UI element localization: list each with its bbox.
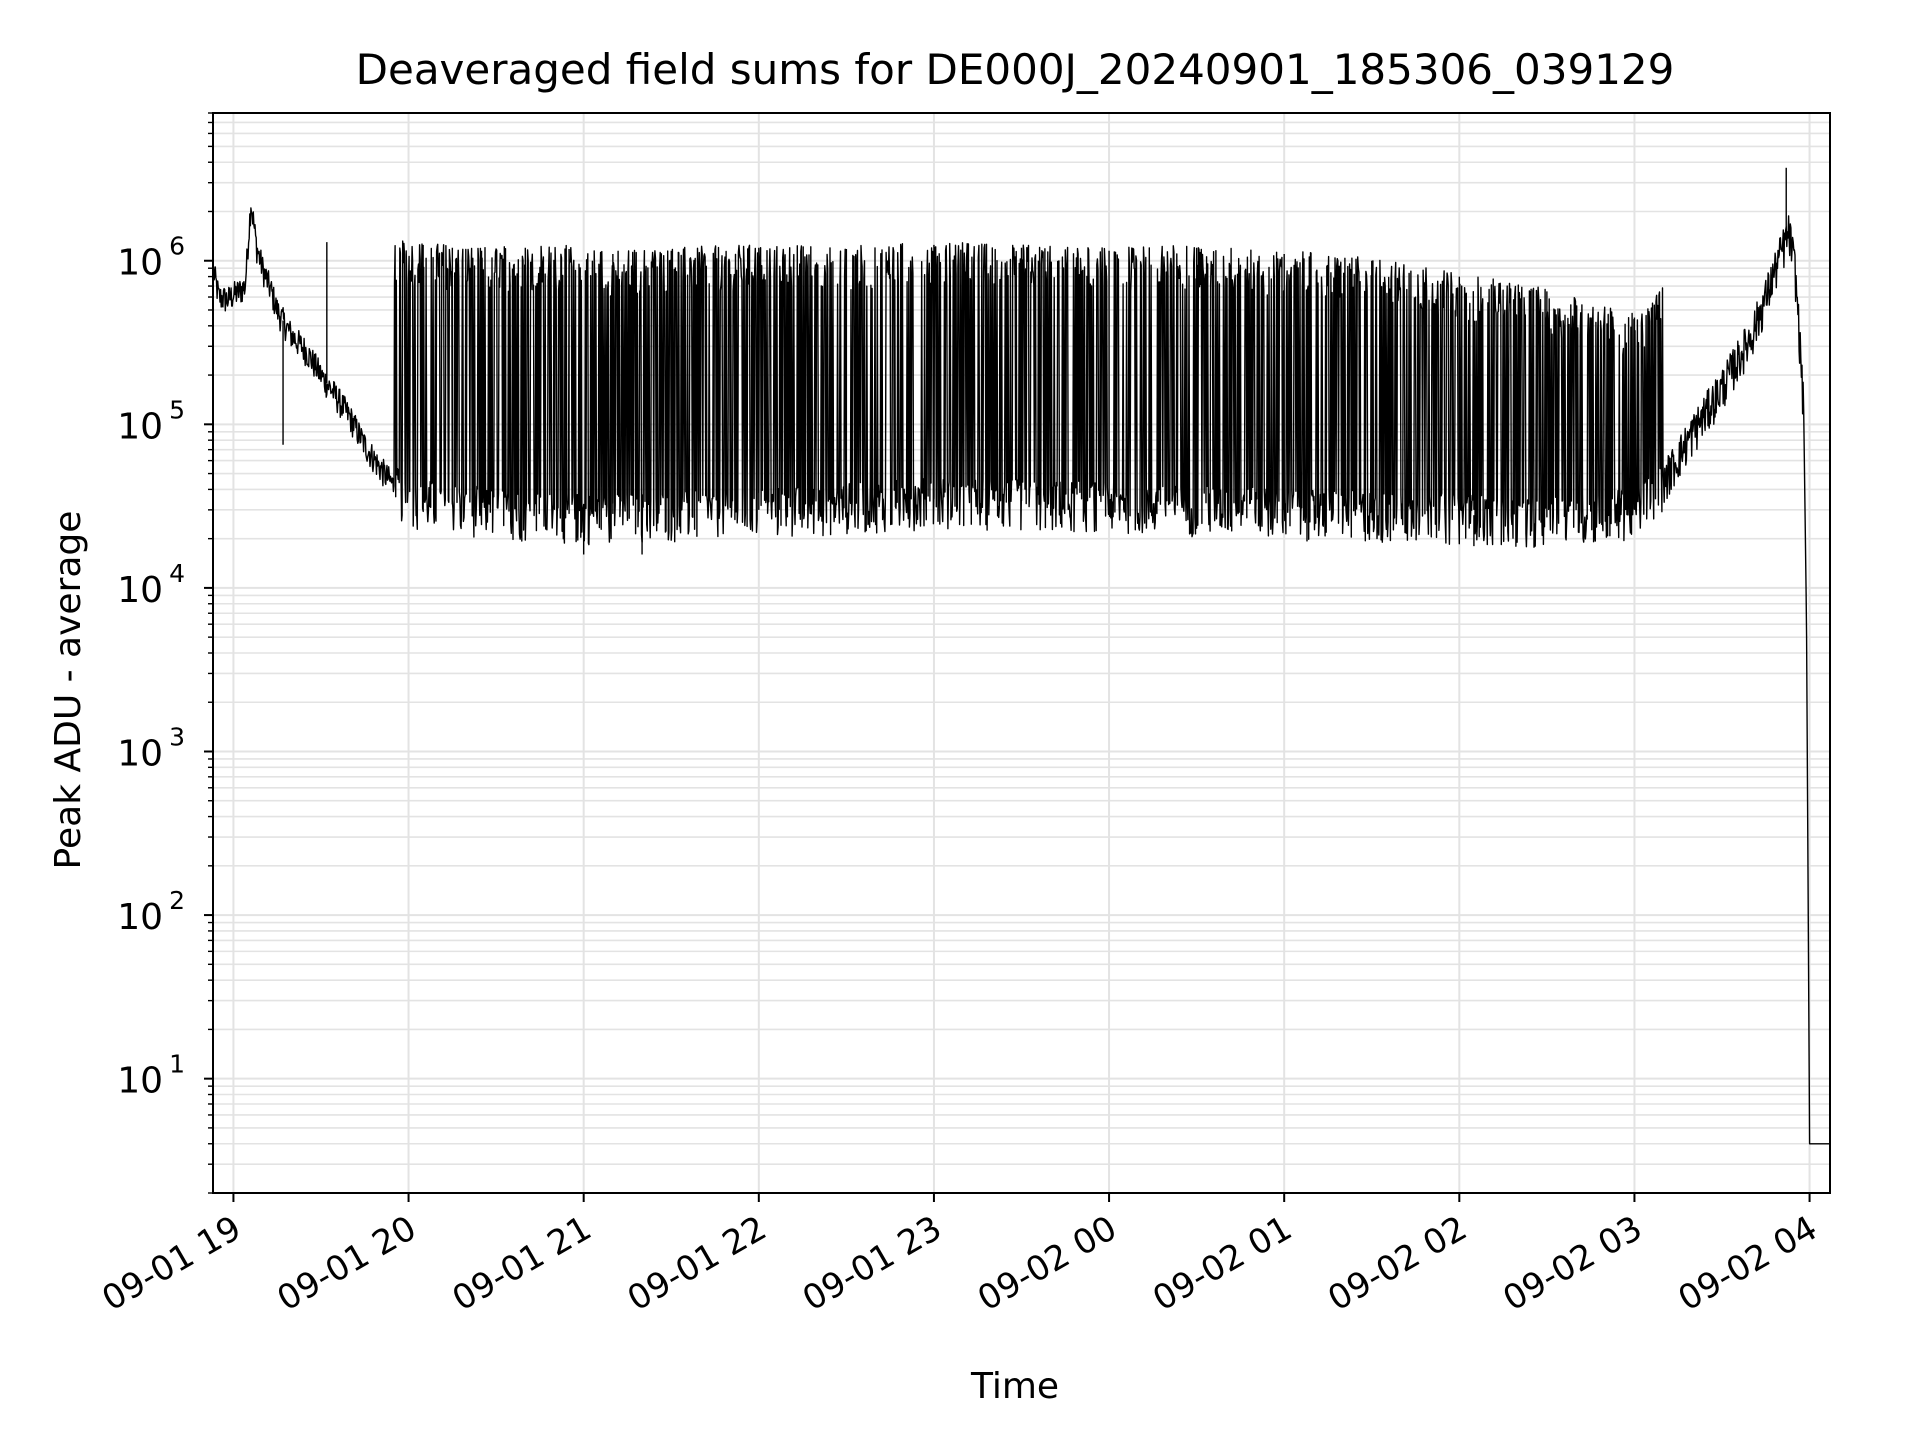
y-tick-exponent: 5	[169, 395, 185, 424]
grid	[213, 112, 1830, 1194]
y-tick-exponent: 4	[169, 559, 185, 588]
x-axis-label: Time	[970, 1366, 1059, 1407]
y-tick-label: 10	[117, 570, 163, 611]
y-tick-exponent: 3	[169, 722, 185, 751]
data-line-layer	[212, 167, 1831, 1145]
y-tick-label: 10	[117, 897, 163, 938]
y-axis-label: Peak ADU - average	[48, 511, 89, 870]
y-tick-label: 10	[117, 733, 163, 774]
y-tick-label: 10	[117, 1061, 163, 1102]
y-tick-label: 10	[117, 406, 163, 447]
chart-title: Deaveraged field sums for DE000J_2024090…	[356, 45, 1675, 94]
y-tick-label: 10	[117, 243, 163, 284]
y-tick-exponent: 6	[169, 232, 185, 261]
y-tick-exponent: 1	[169, 1050, 185, 1079]
y-tick-exponent: 2	[169, 886, 185, 915]
